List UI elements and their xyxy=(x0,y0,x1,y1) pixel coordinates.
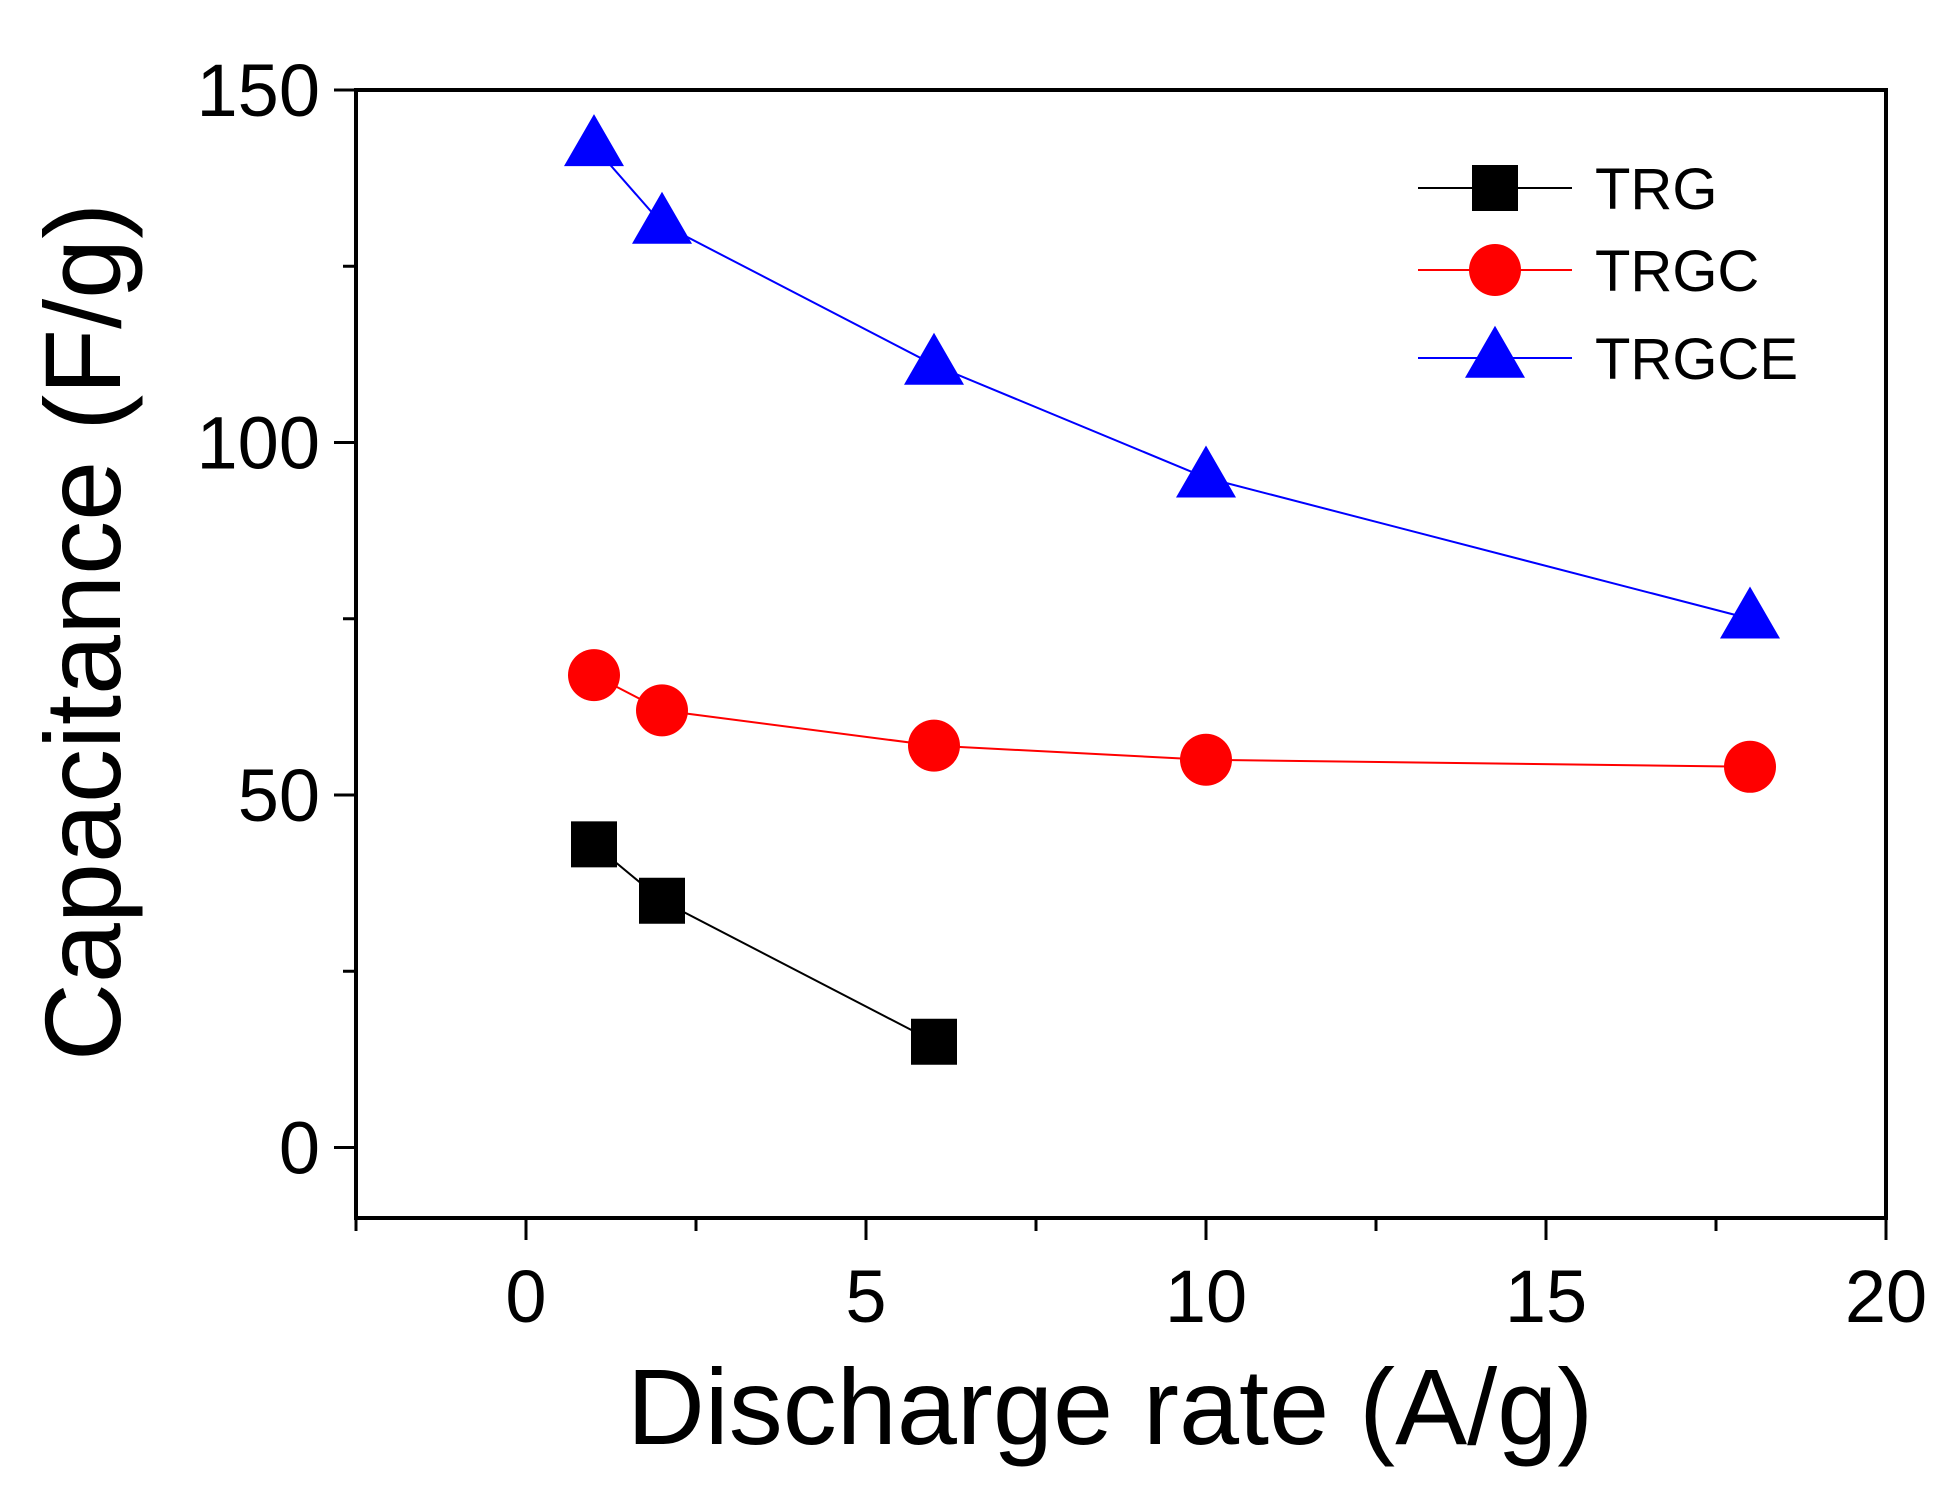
x-tick-label: 10 xyxy=(1165,1255,1247,1338)
y-tick-label: 100 xyxy=(197,402,320,485)
y-tick-label: 150 xyxy=(197,49,320,132)
legend-label-trg: TRG xyxy=(1595,157,1717,222)
plot-frame xyxy=(354,88,1888,1220)
series-line-trg xyxy=(593,843,935,1043)
data-point-trgc xyxy=(568,649,620,702)
data-point-trg xyxy=(911,1018,957,1065)
data-point-trgce xyxy=(564,114,624,167)
legend-label-trgce: TRGCE xyxy=(1595,327,1798,392)
x-tick-label: 20 xyxy=(1845,1255,1927,1338)
data-point-trgce xyxy=(1176,445,1236,498)
x-axis-ticks: 0 5 10 15 20 xyxy=(354,1218,1927,1338)
legend-marker-trgc xyxy=(1469,244,1521,296)
x-axis-title: Discharge rate (A/g) xyxy=(627,1346,1593,1467)
x-tick-label: 0 xyxy=(505,1255,546,1338)
data-point-trg xyxy=(639,877,685,924)
y-axis-title: Capacitance (F/g) xyxy=(22,203,143,1061)
y-tick-label: 0 xyxy=(279,1107,320,1190)
y-tick-label: 50 xyxy=(238,754,320,837)
data-point-trgc xyxy=(636,684,688,737)
data-point-trgce xyxy=(1720,586,1780,639)
series-markers xyxy=(564,114,1780,1065)
legend: TRG TRGC TRGCE xyxy=(1418,157,1798,392)
legend-marker-trg xyxy=(1472,165,1518,211)
data-point-trg xyxy=(571,821,617,868)
y-axis-ticks: 0 50 100 150 xyxy=(197,49,356,1190)
data-point-trgce xyxy=(632,191,692,244)
plot-frame-rect xyxy=(354,88,1888,1220)
data-point-trgc xyxy=(908,719,960,772)
data-point-trgce xyxy=(904,332,964,385)
x-tick-label: 15 xyxy=(1505,1255,1587,1338)
series-line-trgc xyxy=(593,674,1751,768)
legend-marker-trgce xyxy=(1465,325,1525,378)
series-line-trgce xyxy=(593,145,1751,620)
series-lines xyxy=(593,145,1751,1043)
legend-label-trgc: TRGC xyxy=(1595,239,1759,304)
data-point-trgc xyxy=(1180,733,1232,786)
data-point-trgc xyxy=(1724,740,1776,793)
x-tick-label: 5 xyxy=(845,1255,886,1338)
